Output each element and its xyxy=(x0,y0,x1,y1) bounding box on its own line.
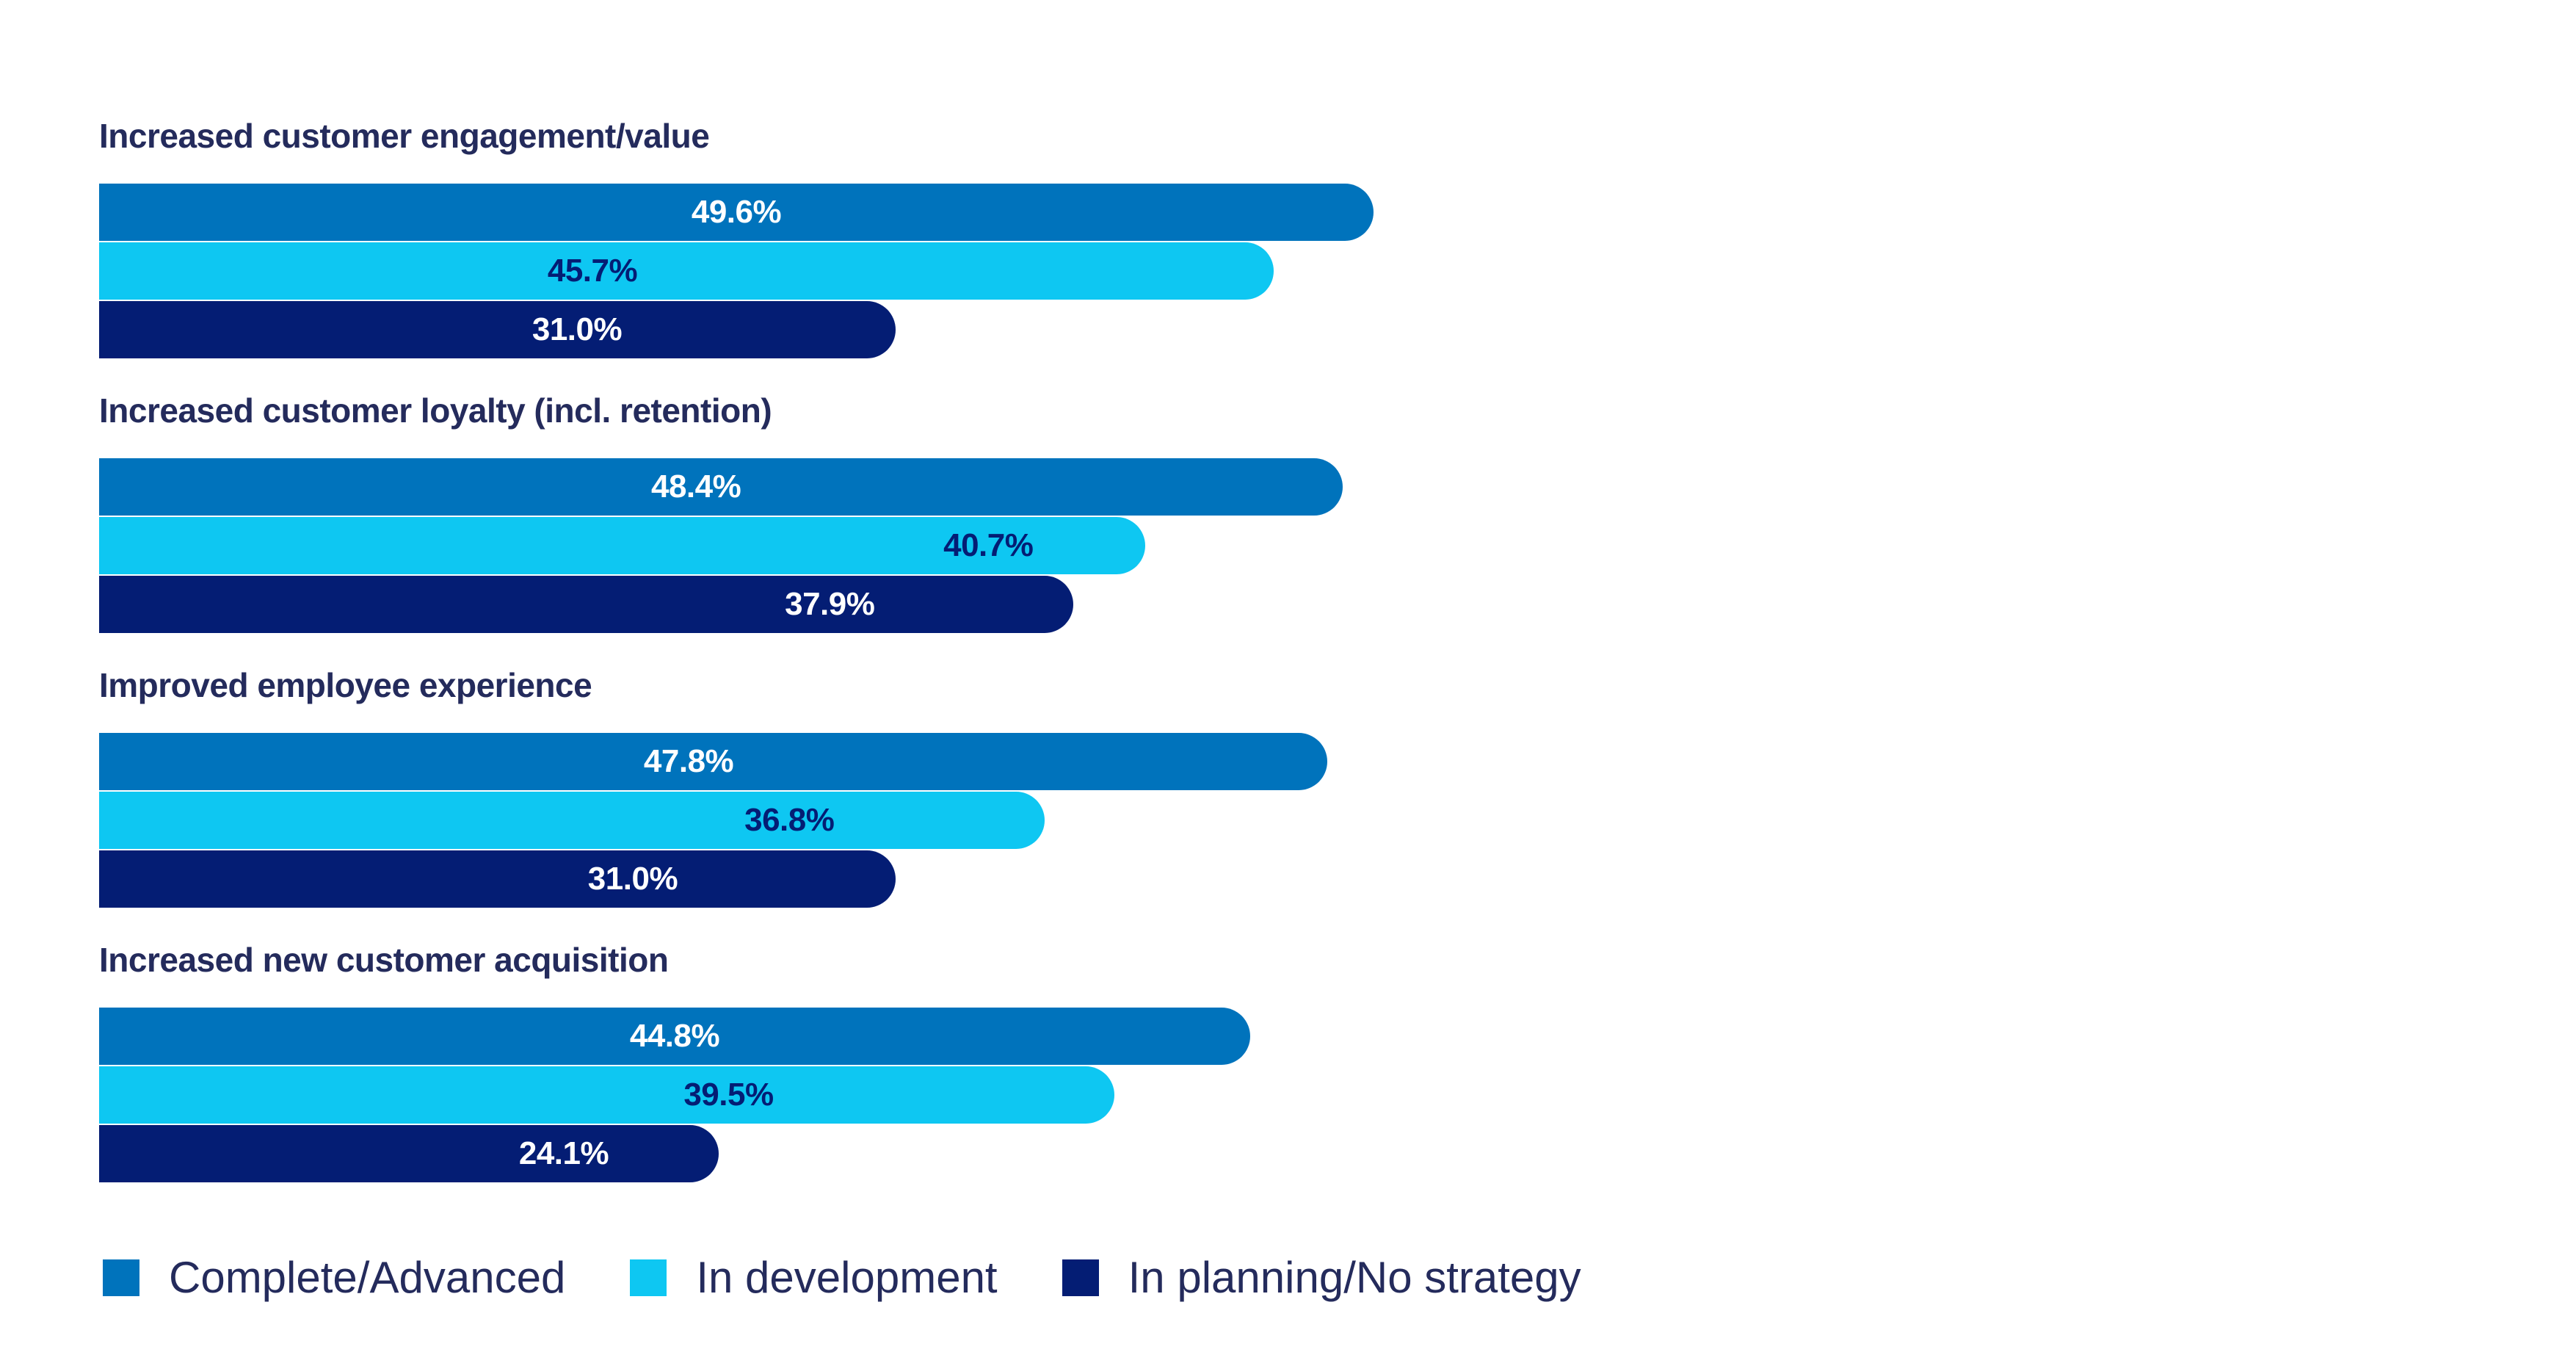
bar-value-label: 47.8% xyxy=(643,743,734,779)
legend-label: Complete/Advanced xyxy=(169,1253,566,1302)
bar-in-planning-no-strategy: 31.0% xyxy=(99,850,896,908)
bar-value-label: 31.0% xyxy=(587,861,678,897)
chart-group-improved-employee-experience: Improved employee experience 47.8% 36.8% 31… xyxy=(99,664,1374,908)
chart-legend: Complete/Advanced In development In planni… xyxy=(103,1252,1581,1304)
bar-value-label: 39.5% xyxy=(683,1077,774,1113)
bar-complete-advanced: 47.8% xyxy=(99,733,1327,790)
category-label: Increased new customer acquisition xyxy=(99,941,669,979)
category-label: Increased customer engagement/value xyxy=(99,117,710,155)
bar-in-development: 36.8% xyxy=(99,792,1045,849)
bar-group: 48.4% 40.7% 37.9% xyxy=(99,458,1374,633)
bar-in-planning-no-strategy: 31.0% xyxy=(99,301,896,358)
bar-value-label: 48.4% xyxy=(650,469,741,505)
bar-complete-advanced: 49.6% xyxy=(99,184,1374,241)
chart-group-increased-customer-engagement-value: Increased customer engagement/value 49.6%… xyxy=(99,115,1374,358)
chart-group-increased-new-customer-acquisition: Increased new customer acquisition 44.8% 3… xyxy=(99,939,1374,1182)
legend-item-complete-advanced: Complete/Advanced xyxy=(103,1252,565,1304)
category-label: Improved employee experience xyxy=(99,666,592,704)
bar-in-planning-no-strategy: 24.1% xyxy=(99,1125,719,1182)
bar-value-label: 40.7% xyxy=(943,527,1034,563)
bar-value-label: 31.0% xyxy=(531,311,623,347)
bar-group: 44.8% 39.5% 24.1% xyxy=(99,1008,1374,1182)
bar-in-development: 45.7% xyxy=(99,242,1274,300)
bar-complete-advanced: 48.4% xyxy=(99,458,1343,516)
bar-value-label: 24.1% xyxy=(518,1135,609,1171)
bar-value-label: 37.9% xyxy=(785,586,875,622)
legend-swatch-icon xyxy=(1062,1259,1099,1296)
category-label: Increased customer loyalty (incl. retent… xyxy=(99,391,772,430)
bar-group: 49.6% 45.7% 31.0% xyxy=(99,184,1374,358)
bar-value-label: 36.8% xyxy=(744,802,835,838)
bar-value-label: 44.8% xyxy=(629,1018,720,1054)
bar-value-label: 49.6% xyxy=(691,194,782,230)
legend-swatch-icon xyxy=(630,1259,667,1296)
bar-in-planning-no-strategy: 37.9% xyxy=(99,576,1073,633)
bar-complete-advanced: 44.8% xyxy=(99,1008,1250,1065)
bar-chart: Increased customer engagement/value 49.6%… xyxy=(99,115,1374,1213)
bar-in-development: 39.5% xyxy=(99,1066,1114,1124)
legend-swatch-icon xyxy=(103,1259,139,1296)
legend-label: In development xyxy=(696,1253,998,1302)
legend-item-in-planning-no-strategy: In planning/No strategy xyxy=(1062,1252,1581,1304)
bar-in-development: 40.7% xyxy=(99,517,1145,574)
chart-group-increased-customer-loyalty-incl-retention: Increased customer loyalty (incl. retent… xyxy=(99,389,1374,633)
legend-label: In planning/No strategy xyxy=(1128,1253,1581,1302)
bar-group: 47.8% 36.8% 31.0% xyxy=(99,733,1374,908)
legend-item-in-development: In development xyxy=(630,1252,998,1304)
bar-value-label: 45.7% xyxy=(547,253,638,289)
